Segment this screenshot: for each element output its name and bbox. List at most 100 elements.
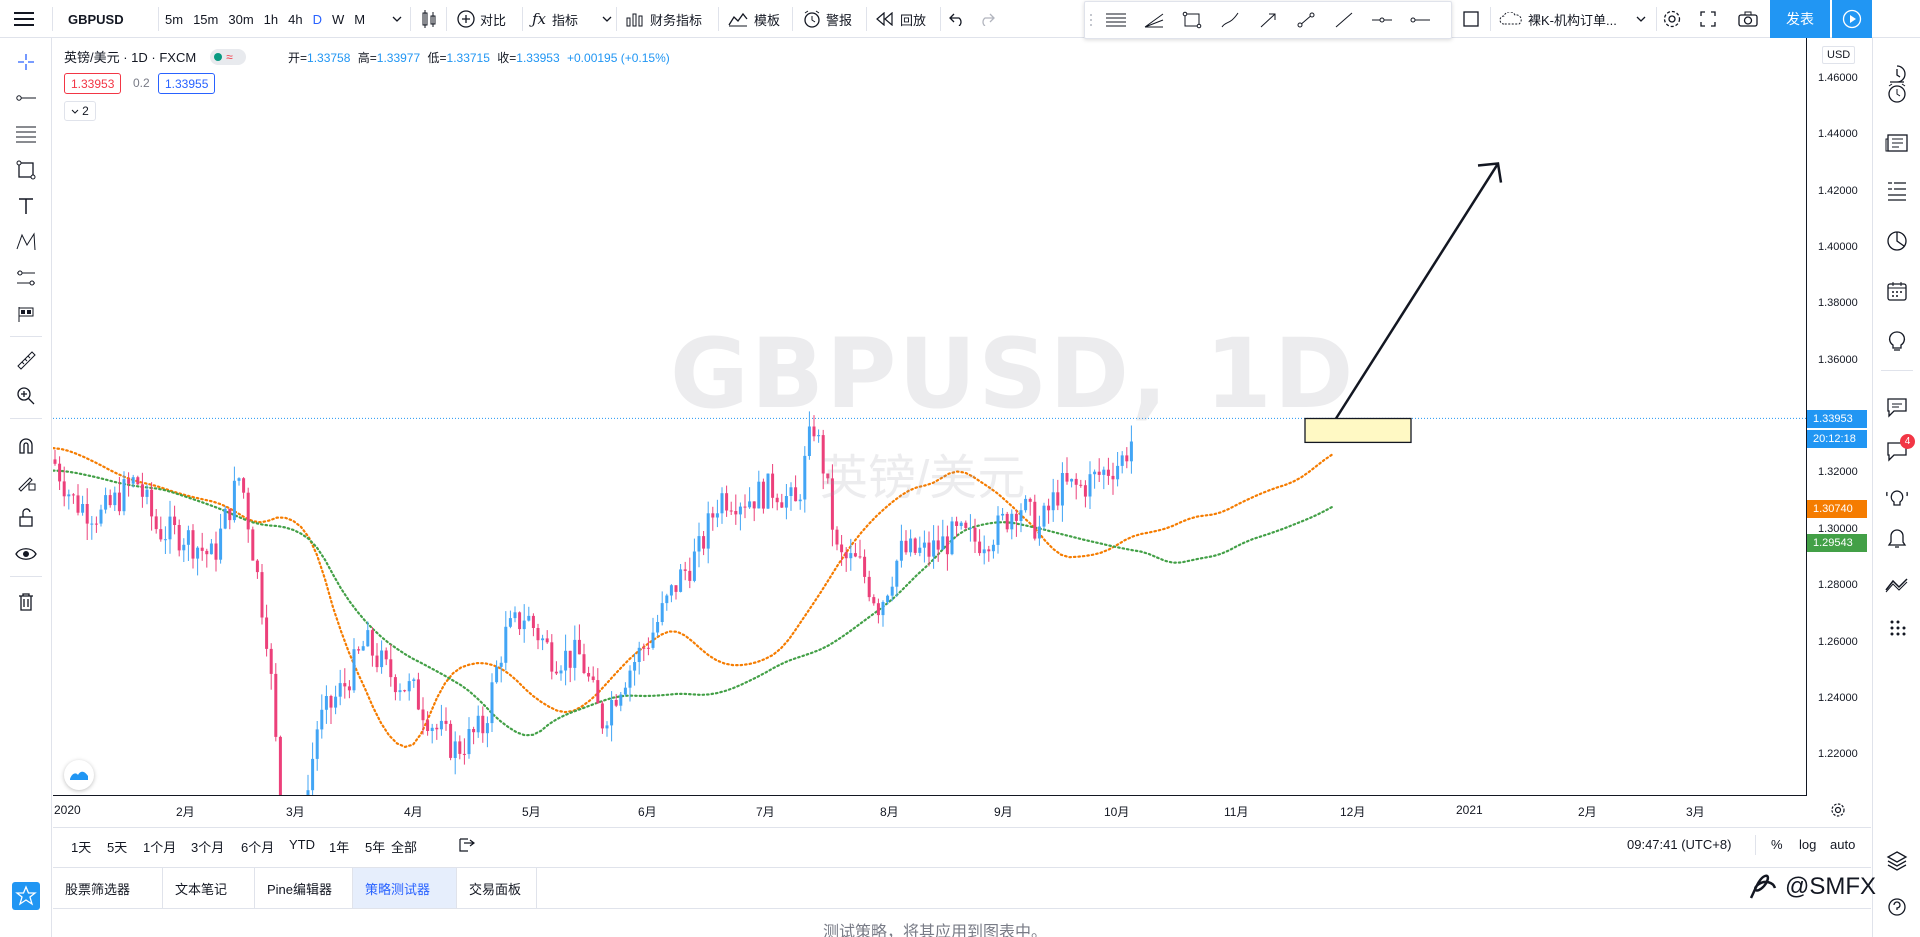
rectangle-annotation[interactable] — [1304, 417, 1412, 444]
chevron-down-icon[interactable] — [1636, 0, 1646, 38]
rectangle-tool-icon[interactable] — [1173, 2, 1211, 38]
clock-timezone[interactable]: 09:47:41 (UTC+8) — [1627, 837, 1732, 852]
range-button[interactable]: 5天 — [107, 840, 128, 855]
range-button[interactable]: 3个月 — [191, 840, 225, 855]
chevron-down-icon[interactable] — [392, 0, 402, 38]
currency-label[interactable]: USD — [1822, 46, 1856, 64]
magnet-icon[interactable] — [8, 430, 44, 462]
timeframe-d[interactable]: D — [312, 11, 322, 27]
alert-button[interactable]: 警报 — [802, 0, 852, 38]
panel-tab[interactable]: 文本笔记 — [163, 868, 255, 908]
bell-icon[interactable] — [1879, 522, 1915, 556]
templates-button[interactable]: 模板 — [728, 0, 780, 38]
collapse-indicators-button[interactable]: 2 — [64, 101, 96, 121]
percent-scale-toggle[interactable]: % — [1771, 837, 1783, 852]
panel-tab[interactable]: 交易面板 — [457, 868, 537, 908]
chevron-down-icon[interactable] — [602, 0, 612, 38]
lock-drawing-icon[interactable] — [8, 466, 44, 498]
trend-line-tool-icon[interactable] — [8, 82, 44, 114]
panel-tab[interactable]: 股票筛选器 — [53, 868, 163, 908]
chart-settings-gear-icon[interactable] — [1830, 802, 1846, 821]
timeframe-4h[interactable]: 4h — [288, 11, 303, 27]
timeframe-w[interactable]: W — [331, 11, 345, 27]
sell-price-button[interactable]: 1.33953 — [64, 73, 122, 94]
log-scale-toggle[interactable]: log — [1799, 837, 1817, 852]
replay-button[interactable]: 回放 — [876, 0, 926, 38]
lightbulb-icon[interactable] — [1879, 324, 1915, 358]
news-icon[interactable] — [1879, 126, 1915, 160]
undo-icon[interactable] — [948, 0, 966, 38]
ray-icon[interactable] — [1325, 2, 1363, 38]
unlock-icon[interactable] — [8, 502, 44, 534]
idea-stream-icon[interactable] — [1879, 482, 1915, 516]
gear-icon[interactable] — [1662, 0, 1682, 38]
redo-icon[interactable] — [978, 0, 996, 38]
range-button[interactable]: YTD — [289, 837, 315, 852]
prediction-tool-icon[interactable] — [8, 262, 44, 294]
candle-type-icon[interactable] — [420, 0, 438, 38]
icons-tool-icon[interactable] — [8, 298, 44, 330]
ideas-list-icon[interactable] — [1879, 174, 1915, 208]
range-button[interactable]: 1个月 — [143, 840, 177, 855]
market-status-pill[interactable]: ≈ — [210, 48, 247, 65]
calendar-icon[interactable] — [1879, 274, 1915, 308]
trend-line-icon[interactable] — [1287, 2, 1325, 38]
buy-price-button[interactable]: 1.33955 — [158, 73, 216, 94]
favorites-star-icon[interactable] — [8, 880, 44, 912]
indicators-button[interactable]: ƒx 指标 — [532, 0, 578, 38]
pie-chart-icon[interactable] — [1879, 224, 1915, 258]
timeframe-m[interactable]: M — [354, 11, 366, 27]
arrow-tool-icon[interactable] — [1249, 2, 1287, 38]
pitchfork-icon[interactable] — [1135, 2, 1173, 38]
fullscreen-icon[interactable] — [1700, 0, 1716, 38]
horizontal-ray-icon[interactable] — [1401, 2, 1439, 38]
zoom-in-icon[interactable] — [8, 380, 44, 412]
ruler-icon[interactable] — [8, 344, 44, 376]
timeframe-15m[interactable]: 15m — [193, 11, 219, 27]
panel-tab[interactable]: Pine编辑器 — [255, 868, 353, 908]
range-button[interactable]: 1天 — [71, 840, 92, 855]
timeframe-1h[interactable]: 1h — [263, 11, 279, 27]
pattern-tool-icon[interactable] — [8, 226, 44, 258]
auto-scale-toggle[interactable]: auto — [1830, 837, 1856, 852]
signals-icon[interactable] — [1879, 568, 1915, 602]
layout-menu-button[interactable]: 裸K-机构订单... — [1498, 0, 1617, 38]
chat-icon[interactable] — [1879, 390, 1915, 424]
compare-button[interactable]: 对比 — [456, 0, 506, 38]
watchlist-icon[interactable] — [1879, 58, 1915, 92]
series-title[interactable]: 英镑/美元 · 1D · FXCM — [64, 50, 197, 65]
messages-icon[interactable]: 4 — [1879, 434, 1915, 468]
date-range-goto-icon[interactable] — [458, 837, 476, 856]
shape-tool-icon[interactable] — [8, 154, 44, 186]
eye-icon[interactable] — [8, 538, 44, 570]
symbol-search-button[interactable]: GBPUSD — [68, 11, 124, 27]
text-tool-icon[interactable] — [8, 190, 44, 222]
range-button[interactable]: 6个月 — [241, 840, 275, 855]
data-window-icon[interactable] — [1879, 610, 1915, 644]
publish-button[interactable]: 发表 — [1770, 0, 1830, 38]
alarm-icon[interactable] — [1879, 76, 1915, 110]
fib-levels-icon[interactable] — [1097, 2, 1135, 38]
menu-icon[interactable] — [14, 0, 34, 38]
parallel-lines-icon[interactable] — [8, 118, 44, 150]
layers-icon[interactable] — [1879, 844, 1915, 878]
financials-button[interactable]: 财务指标 — [626, 0, 702, 38]
horizontal-line-icon[interactable] — [1363, 2, 1401, 38]
range-button[interactable]: 5年 — [365, 840, 386, 855]
timeframe-5m[interactable]: 5m — [165, 11, 184, 27]
tradingview-logo-icon[interactable] — [64, 760, 94, 790]
panel-tab[interactable]: 策略测试器 — [353, 868, 457, 908]
help-icon[interactable] — [1879, 890, 1915, 924]
rectangle-select-icon[interactable] — [1462, 0, 1480, 38]
crosshair-icon[interactable] — [8, 46, 44, 78]
arrow-annotation[interactable] — [1334, 162, 1500, 420]
drag-handle-icon[interactable] — [1085, 2, 1097, 38]
play-icon[interactable] — [1832, 0, 1872, 38]
trash-icon[interactable] — [8, 586, 44, 618]
timeframe-30m[interactable]: 30m — [228, 11, 254, 27]
candlestick-chart[interactable] — [53, 38, 1807, 795]
brush-icon[interactable] — [1211, 2, 1249, 38]
range-button[interactable]: 1年 — [329, 840, 350, 855]
camera-icon[interactable] — [1738, 0, 1758, 38]
range-button[interactable]: 全部 — [391, 840, 418, 855]
